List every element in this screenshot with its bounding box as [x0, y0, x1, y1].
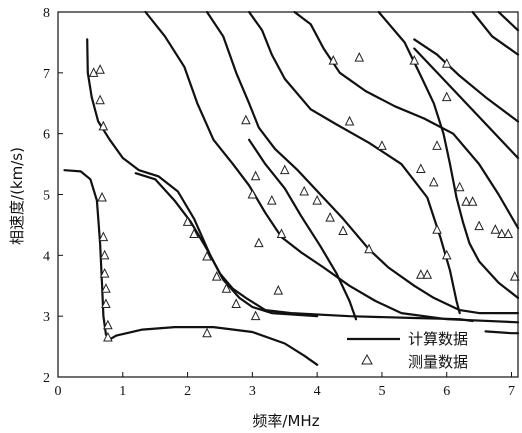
- computed-curve-8: [248, 10, 461, 315]
- y-tick-label: 3: [43, 310, 50, 325]
- measured-point: [103, 331, 113, 342]
- y-tick-label: 4: [43, 249, 50, 264]
- measured-point: [474, 220, 484, 231]
- measured-point: [416, 269, 426, 279]
- x-tick-label: 1: [119, 384, 126, 399]
- measured-point: [250, 170, 261, 181]
- measured-point: [273, 284, 284, 295]
- measured-point: [461, 196, 471, 206]
- measured-point: [231, 298, 241, 308]
- measured-points-group: [88, 52, 520, 342]
- measured-point: [490, 224, 501, 234]
- legend: 计算数据 测量数据: [347, 330, 468, 371]
- measured-point: [101, 298, 111, 308]
- measured-point: [354, 52, 365, 62]
- measured-point: [202, 250, 212, 261]
- computed-curve-3: [86, 38, 319, 318]
- measured-point: [432, 140, 442, 150]
- computed-curve-15: [484, 330, 520, 335]
- measured-point: [182, 216, 193, 226]
- y-tick-label: 5: [43, 189, 50, 204]
- y-tick-label: 8: [43, 6, 50, 21]
- measured-point: [254, 237, 264, 248]
- measured-point: [98, 120, 109, 131]
- measured-point: [454, 181, 465, 192]
- measured-point: [432, 224, 442, 234]
- measured-point: [467, 196, 478, 206]
- measured-point: [312, 194, 322, 205]
- computed-curve-13: [471, 10, 520, 56]
- measured-point: [496, 228, 507, 239]
- computed-curve-11: [413, 38, 520, 123]
- measured-point: [221, 283, 232, 293]
- measured-point: [247, 188, 258, 199]
- measured-point: [441, 249, 452, 260]
- computed-curve-12: [413, 47, 520, 160]
- computed-curve-7: [248, 138, 358, 321]
- legend-measured-label: 测量数据: [408, 353, 468, 371]
- y-axis-ticks: 2 3 4 5 6 7 8: [43, 6, 63, 386]
- legend-measured-marker: [361, 353, 373, 365]
- measured-point: [441, 91, 452, 102]
- x-tick-label: 6: [443, 384, 450, 399]
- measured-point: [250, 310, 261, 321]
- measured-point: [266, 194, 277, 205]
- measured-point: [88, 67, 99, 77]
- measured-point: [103, 319, 113, 330]
- y-tick-label: 6: [43, 128, 50, 143]
- x-tick-label: 3: [249, 384, 256, 399]
- x-tick-label: 4: [314, 384, 321, 399]
- y-axis-title: 相速度/(km/s): [8, 147, 26, 245]
- measured-point: [325, 211, 335, 222]
- measured-point: [211, 271, 222, 281]
- legend-computed-label: 计算数据: [408, 330, 468, 348]
- computed-curve-1: [63, 169, 118, 341]
- measured-point: [95, 94, 105, 105]
- computed-curve-14: [497, 10, 520, 32]
- measured-point: [101, 283, 111, 293]
- computed-curve-2: [115, 326, 319, 366]
- measured-point: [428, 176, 439, 187]
- measured-point: [189, 228, 199, 239]
- measured-point: [364, 243, 374, 254]
- computed-curves-group: [63, 10, 520, 366]
- x-tick-label: 5: [378, 384, 385, 399]
- measured-point: [99, 249, 110, 260]
- measured-point: [377, 140, 387, 150]
- measured-point: [344, 115, 355, 126]
- measured-point: [97, 191, 107, 202]
- y-tick-label: 7: [43, 67, 50, 82]
- measured-point: [299, 185, 310, 196]
- measured-point: [99, 267, 110, 278]
- x-tick-label: 2: [184, 384, 191, 399]
- measured-point: [276, 228, 287, 239]
- computed-curve-5: [144, 10, 520, 324]
- measured-point: [338, 225, 348, 235]
- measured-point: [241, 114, 251, 125]
- computed-curve-9: [293, 10, 520, 230]
- measured-point: [279, 164, 290, 175]
- measured-point: [503, 228, 514, 239]
- measured-point: [202, 327, 212, 338]
- y-tick-label: 2: [43, 371, 50, 386]
- measured-point: [422, 269, 433, 279]
- measured-point: [98, 231, 109, 242]
- x-tick-label: 0: [55, 384, 62, 399]
- x-axis-ticks: 0 1 2 3 4 5 6 7: [55, 372, 515, 399]
- measured-point: [328, 55, 339, 65]
- measured-point: [416, 163, 426, 173]
- computed-curve-6: [205, 10, 520, 315]
- measured-point: [409, 55, 420, 65]
- computed-curve-4: [134, 172, 474, 323]
- x-tick-label: 7: [508, 384, 515, 399]
- measured-point: [441, 58, 452, 68]
- x-axis-title: 频率/MHz: [252, 412, 319, 430]
- computed-curve-10: [377, 10, 520, 299]
- measured-point: [95, 64, 105, 74]
- measured-point: [509, 271, 520, 281]
